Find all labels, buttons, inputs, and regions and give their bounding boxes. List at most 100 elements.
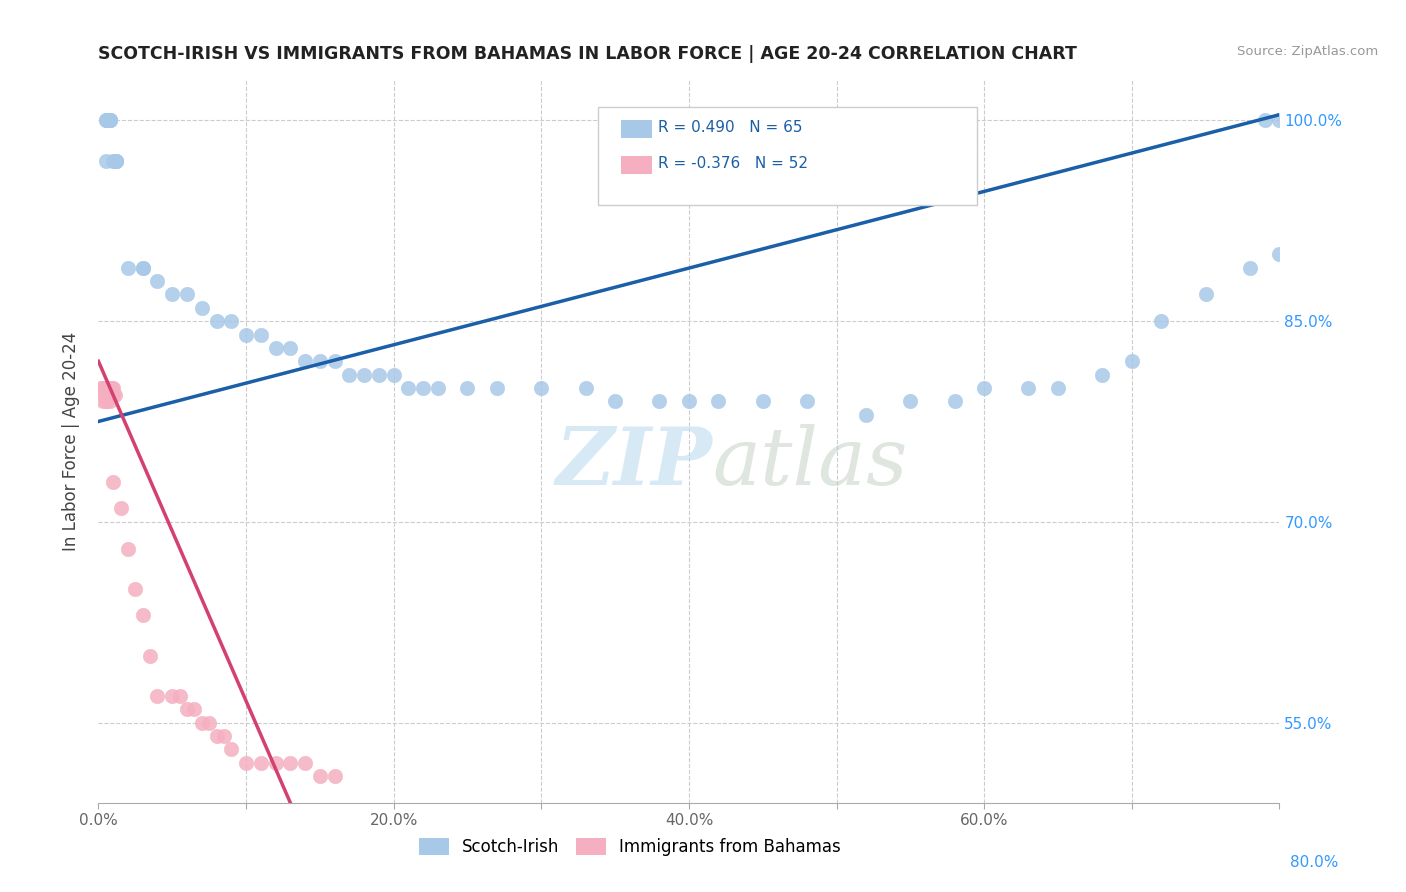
Point xyxy=(117,260,139,275)
Point xyxy=(93,387,115,401)
Point xyxy=(162,689,183,703)
Point xyxy=(486,381,509,395)
Point xyxy=(382,368,405,382)
Point xyxy=(103,153,125,168)
Point xyxy=(973,381,995,395)
Point xyxy=(93,381,115,395)
Point xyxy=(678,394,700,409)
Point xyxy=(94,394,117,409)
Point xyxy=(235,327,257,342)
Point xyxy=(98,113,121,128)
Point xyxy=(398,381,420,395)
Point xyxy=(250,327,273,342)
Point xyxy=(104,153,127,168)
Point xyxy=(1046,381,1070,395)
Point xyxy=(707,394,730,409)
Point xyxy=(104,387,127,401)
Text: Source: ZipAtlas.com: Source: ZipAtlas.com xyxy=(1237,45,1378,58)
Point xyxy=(250,756,273,770)
Point xyxy=(205,729,228,743)
Point xyxy=(98,113,121,128)
Point xyxy=(752,394,775,409)
Point xyxy=(98,113,121,128)
Point xyxy=(169,689,191,703)
Point xyxy=(132,260,155,275)
Point xyxy=(648,394,671,409)
Point xyxy=(339,368,361,382)
Point xyxy=(96,387,118,401)
Point xyxy=(796,394,818,409)
Point xyxy=(191,715,214,730)
Point xyxy=(162,287,183,301)
Point xyxy=(98,381,121,395)
Point xyxy=(1254,113,1277,128)
Point xyxy=(900,394,922,409)
Point xyxy=(110,501,132,516)
Point xyxy=(280,756,302,770)
Point xyxy=(176,702,198,716)
Point xyxy=(530,381,553,395)
Point xyxy=(855,408,877,422)
Point xyxy=(353,368,375,382)
Point xyxy=(176,287,198,301)
Point xyxy=(205,314,228,328)
Point xyxy=(1239,260,1261,275)
Point xyxy=(183,702,205,716)
Point xyxy=(605,394,627,409)
Point xyxy=(100,381,122,395)
Point xyxy=(105,153,128,168)
Point xyxy=(1195,287,1218,301)
Point xyxy=(264,756,287,770)
Point xyxy=(105,153,128,168)
Point xyxy=(221,742,243,756)
Text: R = -0.376   N = 52: R = -0.376 N = 52 xyxy=(658,156,808,170)
Point xyxy=(146,274,169,288)
Point xyxy=(1268,113,1291,128)
Point xyxy=(368,368,391,382)
Point xyxy=(90,381,112,395)
Point xyxy=(91,394,114,409)
Point xyxy=(323,769,346,783)
Point xyxy=(427,381,450,395)
Point xyxy=(309,354,332,368)
Point xyxy=(97,381,120,395)
Point xyxy=(221,314,243,328)
Text: SCOTCH-IRISH VS IMMIGRANTS FROM BAHAMAS IN LABOR FORCE | AGE 20-24 CORRELATION C: SCOTCH-IRISH VS IMMIGRANTS FROM BAHAMAS … xyxy=(98,45,1077,63)
Point xyxy=(132,260,155,275)
Point xyxy=(198,715,221,730)
Point xyxy=(94,381,117,395)
Point xyxy=(103,381,125,395)
Point xyxy=(97,113,120,128)
Legend: Scotch-Irish, Immigrants from Bahamas: Scotch-Irish, Immigrants from Bahamas xyxy=(412,831,848,863)
Point xyxy=(100,387,122,401)
Point xyxy=(309,769,332,783)
Point xyxy=(323,354,346,368)
Point xyxy=(132,608,155,623)
Point xyxy=(1018,381,1040,395)
Point xyxy=(94,153,117,168)
Point xyxy=(457,381,479,395)
Point xyxy=(294,354,316,368)
Point xyxy=(94,113,117,128)
Point xyxy=(264,341,287,355)
Point xyxy=(94,113,117,128)
Point xyxy=(212,729,235,743)
Point xyxy=(412,381,434,395)
Text: atlas: atlas xyxy=(713,425,908,502)
Point xyxy=(280,341,302,355)
Point xyxy=(1268,247,1291,261)
Point xyxy=(93,381,115,395)
Point xyxy=(98,394,121,409)
Point xyxy=(146,689,169,703)
Point xyxy=(117,541,139,556)
Point xyxy=(103,475,125,489)
Point xyxy=(1150,314,1173,328)
Point xyxy=(294,756,316,770)
Point xyxy=(235,756,257,770)
Point xyxy=(1091,368,1114,382)
Point xyxy=(94,387,117,401)
Point xyxy=(191,301,214,315)
Point xyxy=(97,387,120,401)
Point xyxy=(103,387,125,401)
Point xyxy=(575,381,598,395)
